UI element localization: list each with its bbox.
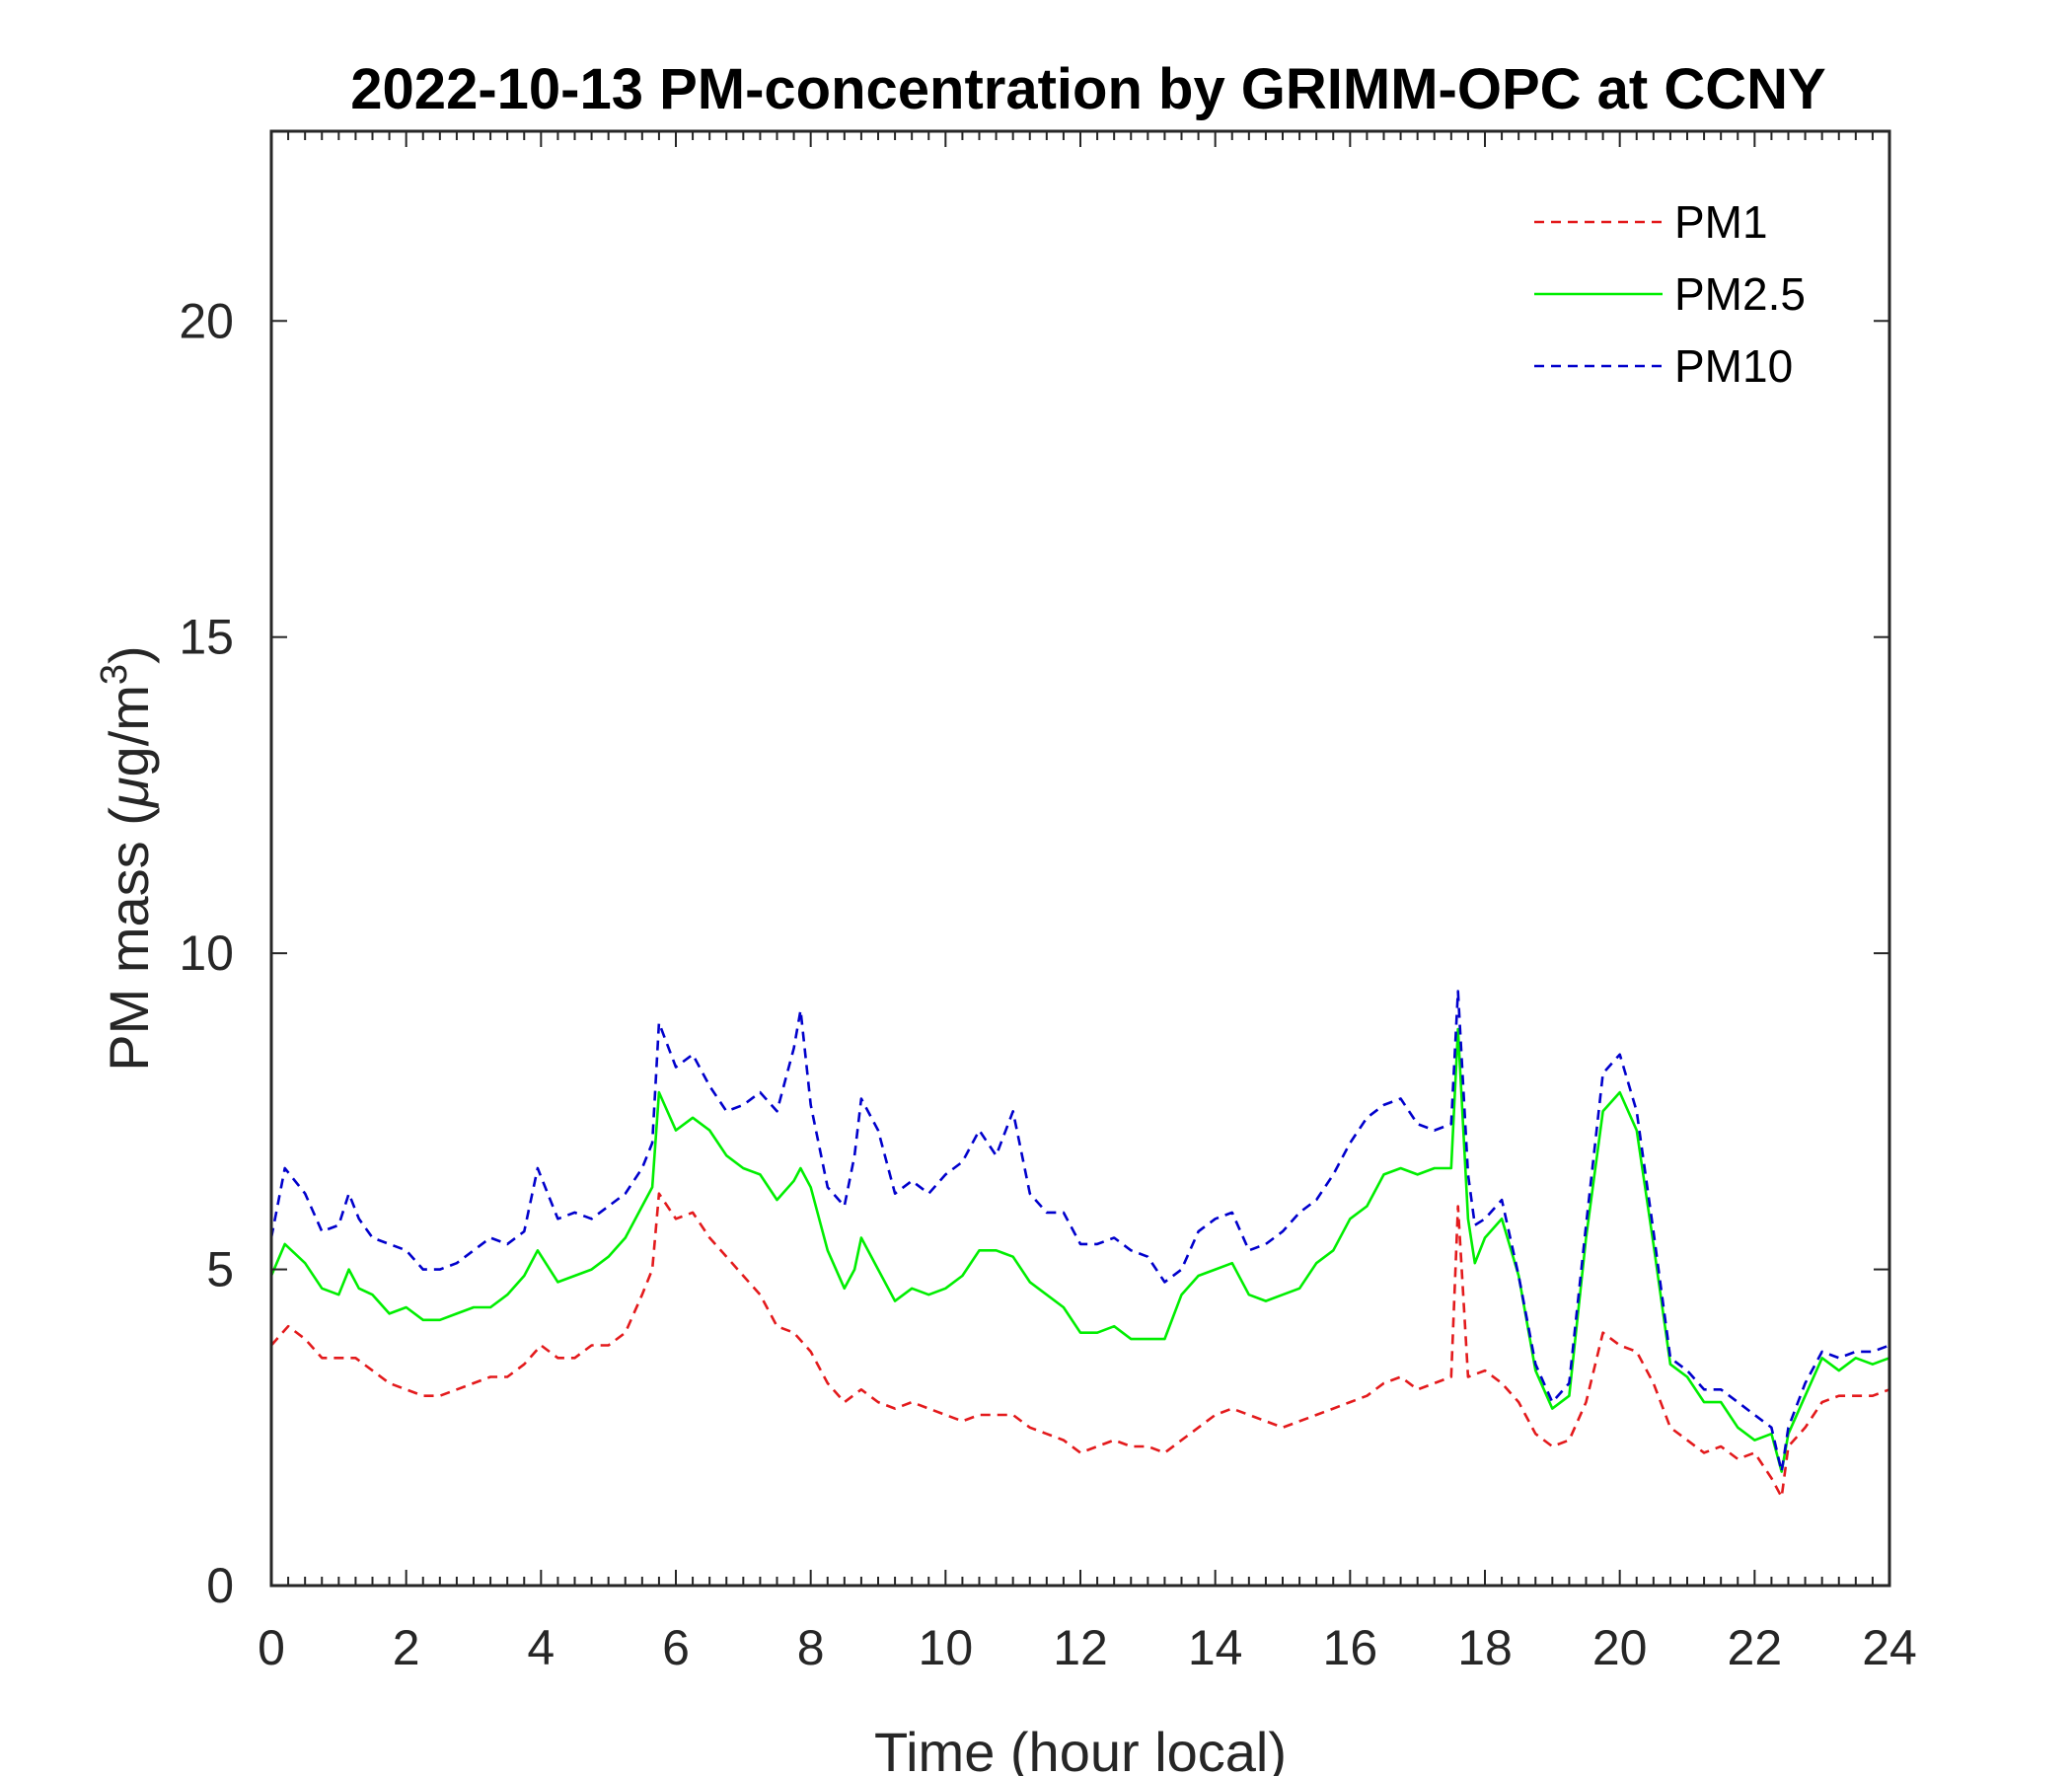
- series-line-pm10: [269, 990, 1890, 1473]
- x-tick-label: 2: [393, 1620, 420, 1675]
- x-tick-label: 6: [662, 1620, 690, 1675]
- x-tick-label: 12: [1053, 1620, 1108, 1675]
- plot-frame: [269, 129, 1891, 1588]
- x-tick-label: 14: [1188, 1620, 1243, 1675]
- x-axis-label: Time (hour local): [874, 1721, 1287, 1776]
- ticks-layer: [270, 131, 1890, 1587]
- legend-label-pm2-5: PM2.5: [1674, 268, 1806, 320]
- x-tick-label: 22: [1728, 1620, 1783, 1675]
- y-axis-label-unit: g/m: [98, 685, 160, 777]
- series-layer: [269, 990, 1890, 1499]
- x-tick-label: 10: [919, 1620, 974, 1675]
- y-tick-label: 5: [206, 1242, 234, 1297]
- y-axis-label: PM mass (μg/m3): [94, 645, 160, 1071]
- y-tick-label: 15: [179, 610, 234, 665]
- x-tick-label: 20: [1592, 1620, 1648, 1675]
- x-tick-label: 4: [527, 1620, 555, 1675]
- legend-label-pm10: PM10: [1674, 340, 1793, 392]
- x-tick-label: 16: [1323, 1620, 1378, 1675]
- y-axis-label-prefix: PM mass (: [98, 807, 160, 1072]
- y-tick-label: 10: [179, 925, 234, 981]
- series-line-pm1: [270, 1192, 1890, 1499]
- x-tick-label: 24: [1862, 1620, 1917, 1675]
- legend-label-pm1: PM1: [1674, 196, 1768, 248]
- y-axis-label-superscript: 3: [94, 664, 135, 685]
- y-tick-label: 20: [179, 293, 234, 348]
- chart-title: 2022-10-13 PM-concentration by GRIMM-OPC…: [350, 57, 1825, 121]
- y-tick-label: 0: [206, 1558, 234, 1613]
- x-tick-label: 18: [1457, 1620, 1513, 1675]
- x-tick-label: 0: [258, 1620, 285, 1675]
- y-axis-label-mu: μ: [98, 777, 160, 809]
- y-axis-label-suffix: ): [98, 645, 160, 664]
- series-line-pm2-5: [269, 1027, 1890, 1473]
- legend: PM1 PM2.5 PM10: [1534, 196, 1806, 392]
- x-tick-label: 8: [797, 1620, 825, 1675]
